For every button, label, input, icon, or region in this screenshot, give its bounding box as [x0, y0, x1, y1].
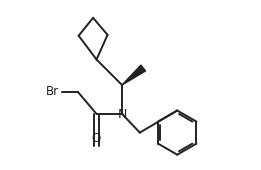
Text: Br: Br	[46, 85, 59, 98]
Text: O: O	[92, 132, 101, 145]
Polygon shape	[122, 65, 146, 85]
Text: N: N	[117, 108, 127, 121]
